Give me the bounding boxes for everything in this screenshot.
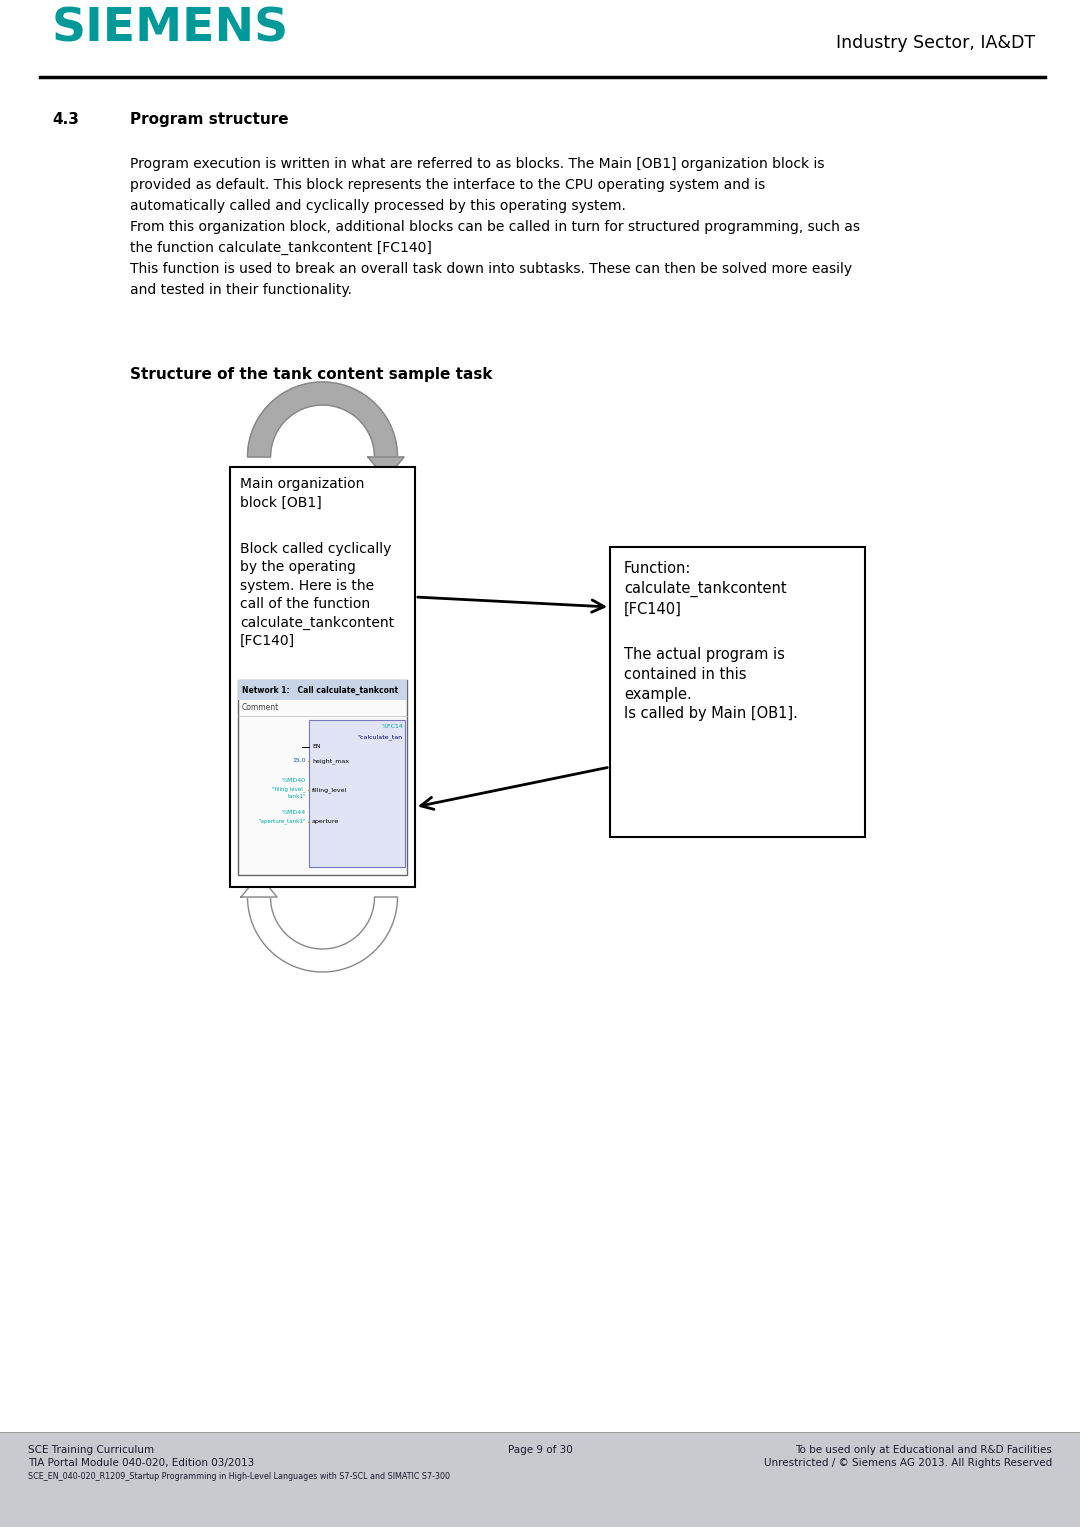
Text: From this organization block, additional blocks can be called in turn for struct: From this organization block, additional… bbox=[130, 220, 860, 234]
Text: filling_level: filling_level bbox=[312, 786, 348, 793]
Text: "calculate_tan: "calculate_tan bbox=[357, 734, 403, 739]
Text: EN: EN bbox=[312, 745, 321, 750]
Text: The actual program is
contained in this
example.
Is called by Main [OB1].: The actual program is contained in this … bbox=[624, 647, 798, 721]
Text: SCE_EN_040-020_R1209_Startup Programming in High-Level Languages with S7-SCL and: SCE_EN_040-020_R1209_Startup Programming… bbox=[28, 1472, 450, 1481]
Polygon shape bbox=[368, 457, 404, 479]
Text: Function:
calculate_tankcontent
[FC140]: Function: calculate_tankcontent [FC140] bbox=[624, 560, 786, 617]
Polygon shape bbox=[247, 896, 397, 973]
Text: Program structure: Program structure bbox=[130, 111, 288, 127]
Text: %MD44: %MD44 bbox=[282, 809, 306, 815]
Text: Structure of the tank content sample task: Structure of the tank content sample tas… bbox=[130, 366, 492, 382]
Text: provided as default. This block represents the interface to the CPU operating sy: provided as default. This block represen… bbox=[130, 179, 766, 192]
Text: Block called cyclically
by the operating
system. Here is the
call of the functio: Block called cyclically by the operating… bbox=[240, 542, 394, 647]
Text: Industry Sector, IA&DT: Industry Sector, IA&DT bbox=[836, 34, 1035, 52]
Polygon shape bbox=[247, 382, 397, 457]
Text: height_max: height_max bbox=[312, 759, 349, 764]
Text: aperture: aperture bbox=[312, 820, 339, 825]
Text: "aperture_tank1": "aperture_tank1" bbox=[258, 818, 306, 823]
Text: "filing level_: "filing level_ bbox=[272, 786, 306, 791]
Polygon shape bbox=[241, 875, 276, 896]
Text: Unrestricted / © Siemens AG 2013. All Rights Reserved: Unrestricted / © Siemens AG 2013. All Ri… bbox=[764, 1458, 1052, 1467]
Text: SCE Training Curriculum: SCE Training Curriculum bbox=[28, 1445, 154, 1455]
Polygon shape bbox=[247, 382, 397, 457]
FancyBboxPatch shape bbox=[230, 467, 415, 887]
Text: To be used only at Educational and R&D Facilities: To be used only at Educational and R&D F… bbox=[795, 1445, 1052, 1455]
Text: SIEMENS: SIEMENS bbox=[52, 8, 289, 52]
Text: 4.3: 4.3 bbox=[52, 111, 79, 127]
Text: Comment: Comment bbox=[242, 704, 280, 713]
Text: tank1": tank1" bbox=[287, 794, 306, 799]
FancyBboxPatch shape bbox=[309, 721, 405, 867]
Text: and tested in their functionality.: and tested in their functionality. bbox=[130, 282, 352, 296]
Text: Main organization
block [OB1]: Main organization block [OB1] bbox=[240, 476, 364, 510]
Text: Program execution is written in what are referred to as blocks. The Main [OB1] o: Program execution is written in what are… bbox=[130, 157, 824, 171]
Text: %MD40: %MD40 bbox=[282, 777, 306, 783]
Text: This function is used to break an overall task down into subtasks. These can the: This function is used to break an overal… bbox=[130, 263, 852, 276]
Text: 15.0: 15.0 bbox=[293, 759, 306, 764]
Text: TIA Portal Module 040-020, Edition 03/2013: TIA Portal Module 040-020, Edition 03/20… bbox=[28, 1458, 254, 1467]
FancyBboxPatch shape bbox=[0, 1432, 1080, 1527]
Text: Page 9 of 30: Page 9 of 30 bbox=[508, 1445, 572, 1455]
Text: Network 1:   Call calculate_tankcont: Network 1: Call calculate_tankcont bbox=[242, 686, 399, 695]
FancyBboxPatch shape bbox=[238, 680, 407, 699]
FancyBboxPatch shape bbox=[610, 547, 865, 837]
Text: %FC14: %FC14 bbox=[381, 724, 403, 728]
Text: the function calculate_tankcontent [FC140]: the function calculate_tankcontent [FC14… bbox=[130, 241, 432, 255]
Text: automatically called and cyclically processed by this operating system.: automatically called and cyclically proc… bbox=[130, 199, 626, 212]
FancyBboxPatch shape bbox=[238, 680, 407, 875]
